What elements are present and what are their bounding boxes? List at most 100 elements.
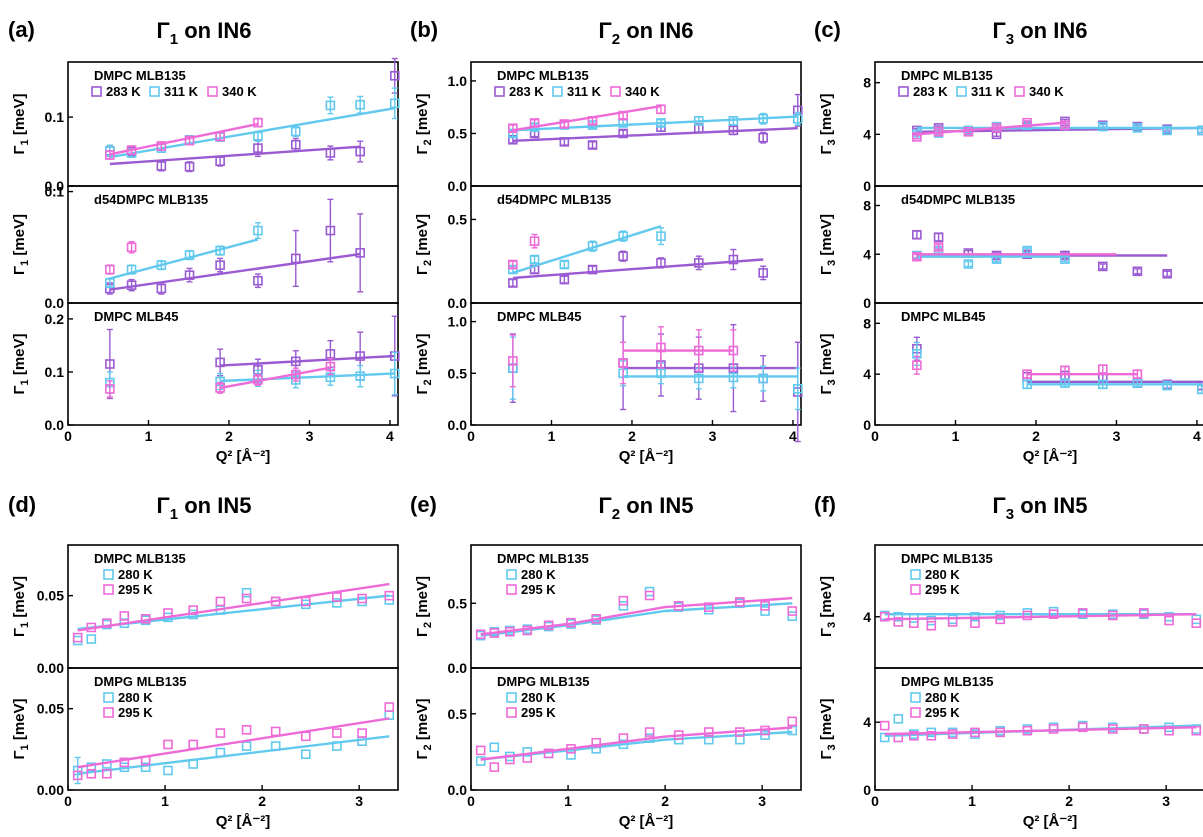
legend-label: 280 K	[925, 567, 960, 582]
data-point	[656, 258, 666, 268]
data-point	[105, 384, 115, 394]
data-point	[384, 590, 395, 601]
data-point	[126, 242, 137, 253]
fit-line	[109, 145, 361, 166]
data-point	[1164, 615, 1174, 626]
data-point	[1022, 725, 1033, 736]
x-tick-label: 4	[386, 428, 394, 444]
data-point	[1097, 379, 1108, 390]
y-axis-label: Γ2 [meV]	[414, 333, 434, 394]
y-tick-label: 4	[863, 126, 871, 142]
data-point	[105, 278, 115, 288]
data-point	[559, 137, 570, 147]
data-point	[355, 248, 365, 258]
fit-line	[109, 107, 396, 159]
chart-panel-7: 0 4 8 Γ3 [meV] d54DMPC MLB135	[818, 185, 1203, 311]
data-point	[618, 128, 628, 139]
fit-line	[220, 372, 395, 383]
fit-line	[916, 121, 1066, 136]
data-point	[163, 739, 173, 750]
legend-label: 311 K	[567, 84, 602, 99]
figure-letter-c: (c)	[814, 17, 841, 42]
data-point	[912, 132, 922, 142]
y-axis-label: Γ3 [meV]	[818, 333, 838, 394]
data-point	[1132, 266, 1143, 277]
y-tick-label: 0.0	[45, 295, 65, 311]
data-point	[566, 617, 576, 628]
legend-marker	[149, 86, 160, 97]
data-point	[1060, 365, 1070, 376]
y-tick-label: 0.5	[448, 211, 468, 227]
data-point	[559, 274, 570, 285]
legend-label: 295 K	[118, 705, 153, 720]
data-point	[879, 611, 890, 622]
panel-title: DMPC MLB135	[901, 551, 993, 566]
x-tick-label: 3	[709, 428, 717, 444]
data-point	[909, 618, 919, 628]
data-point	[728, 116, 739, 126]
data-point	[241, 587, 252, 598]
plot-frame	[67, 302, 399, 426]
data-point	[332, 728, 342, 738]
data-point	[1022, 117, 1032, 128]
y-tick-label: 0.0	[448, 417, 468, 433]
data-point	[587, 241, 598, 251]
data-point	[1048, 609, 1059, 619]
figure-title-d: Γ1 on IN5	[157, 493, 252, 523]
chart-panel-1: 0.0 0.1 Γ1 [meV] d54DMPC MLB135	[11, 184, 399, 311]
data-point	[735, 727, 745, 737]
data-point	[72, 770, 83, 781]
data-point	[926, 615, 937, 626]
data-point	[188, 739, 199, 750]
data-point	[1097, 364, 1108, 374]
y-tick-label: 4	[863, 609, 871, 625]
y-tick-label: 0.0	[45, 417, 65, 433]
data-point	[1077, 722, 1088, 733]
data-point	[215, 131, 225, 142]
data-point	[1097, 261, 1108, 272]
data-point	[1107, 610, 1118, 621]
data-point	[656, 118, 666, 128]
data-point	[215, 245, 225, 256]
data-point	[489, 742, 500, 753]
data-point	[140, 755, 151, 766]
data-point	[559, 259, 570, 270]
data-point	[184, 135, 195, 146]
data-point	[253, 117, 263, 128]
x-tick-label: 2	[661, 793, 669, 809]
data-point	[758, 113, 768, 124]
x-tick-label: 2	[1065, 793, 1073, 809]
data-point	[332, 598, 342, 608]
y-axis-label: Γ3 [meV]	[818, 576, 838, 637]
data-point	[163, 608, 173, 618]
data-point	[300, 596, 311, 607]
panel-title: DMPC MLB45	[497, 309, 582, 324]
y-tick-label: 0.0	[448, 782, 468, 798]
y-tick-label: 8	[863, 75, 871, 91]
figure-title-e: Γ2 on IN5	[599, 493, 694, 523]
data-point	[673, 730, 684, 740]
data-point	[693, 258, 704, 268]
y-tick-label: 0	[863, 178, 871, 194]
data-point	[587, 116, 598, 126]
data-point	[1164, 725, 1174, 736]
chart-panel-2: 0.0 0.1 0.2 0 1 2 3 4 Q² [Å⁻²] Γ1 [meV] DMPC MLB45	[11, 302, 400, 465]
data-point	[787, 606, 798, 616]
data-point	[105, 150, 115, 160]
x-tick-label: 4	[789, 428, 797, 444]
panel-title: d54DMPC MLB135	[901, 192, 1015, 207]
y-tick-label: 0.05	[37, 588, 64, 604]
data-point	[325, 361, 336, 372]
data-point	[253, 275, 263, 286]
plot-frame	[874, 667, 1203, 791]
y-tick-label: 0.05	[37, 701, 64, 717]
data-point	[893, 617, 904, 627]
data-point	[618, 601, 629, 611]
legend-marker	[506, 569, 517, 580]
y-tick-label: 0.0	[45, 178, 65, 194]
x-tick-label: 1	[161, 793, 169, 809]
legend-marker	[103, 707, 114, 718]
y-axis-label: Γ2 [meV]	[414, 576, 434, 637]
